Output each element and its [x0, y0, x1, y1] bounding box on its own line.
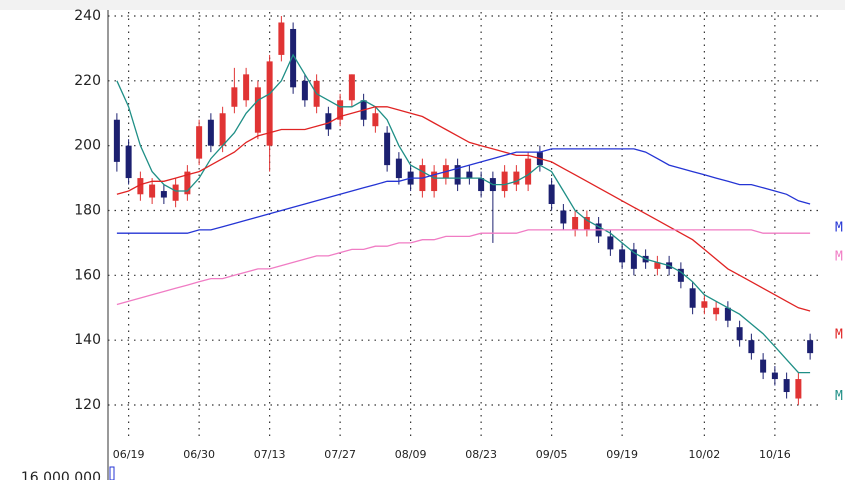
candle-body	[254, 87, 261, 133]
candle-body	[266, 61, 273, 146]
candle-body	[384, 132, 391, 166]
candle-body	[619, 249, 626, 263]
x-tick-label: 08/23	[465, 448, 497, 461]
candle-body	[172, 184, 179, 201]
x-tick-label: 07/13	[254, 448, 286, 461]
y-tick-label: 220	[74, 73, 101, 89]
legend-label: M	[835, 389, 843, 404]
x-tick-label: 07/27	[324, 448, 356, 461]
candle-body	[677, 268, 684, 282]
candle-body	[760, 359, 767, 373]
volume-tick	[109, 466, 115, 480]
top-strip	[0, 0, 845, 10]
candle-body	[278, 22, 285, 55]
volume-tick-label: 16,000,000	[21, 470, 101, 480]
legend-label: M	[835, 250, 843, 265]
candle-body	[607, 236, 614, 250]
candle-body	[301, 80, 308, 101]
candle-body	[724, 307, 731, 321]
candle-body	[736, 327, 743, 341]
candle-body	[290, 28, 297, 88]
candle-body	[207, 119, 214, 146]
candle-body	[243, 74, 250, 101]
x-tick-label: 09/19	[606, 448, 638, 461]
candle-body	[478, 178, 485, 192]
candle-body	[454, 165, 461, 185]
candle-body	[219, 113, 226, 146]
candle-body	[137, 178, 144, 195]
x-tick-label: 06/19	[113, 448, 145, 461]
candle-body	[583, 216, 590, 230]
x-tick-label: 08/09	[395, 448, 427, 461]
candle-body	[395, 158, 402, 179]
y-tick-label: 120	[74, 397, 101, 413]
x-tick-label: 10/02	[689, 448, 721, 461]
candle-body	[713, 307, 720, 315]
candle-body	[184, 171, 191, 195]
moving-average-line	[116, 106, 811, 312]
candle-body	[701, 301, 708, 308]
candle-body	[748, 340, 755, 354]
candle-body	[196, 126, 203, 159]
candle-body	[689, 288, 696, 308]
candle-body	[560, 210, 567, 224]
candle-body	[771, 372, 778, 380]
y-tick-label: 180	[74, 203, 101, 219]
candle-body	[325, 113, 332, 130]
moving-average-line	[116, 53, 811, 374]
candle-body	[466, 171, 473, 179]
candle-body	[630, 249, 637, 269]
candle-body	[572, 216, 579, 230]
legend-label: M	[835, 327, 843, 342]
y-tick-label: 160	[74, 267, 101, 283]
candle-body	[231, 87, 238, 107]
moving-average-line	[116, 229, 811, 306]
candle-body	[654, 262, 661, 269]
x-tick-label: 09/05	[536, 448, 568, 461]
candle-body	[513, 171, 520, 185]
x-tick-label: 10/16	[759, 448, 791, 461]
candle-body	[149, 184, 156, 198]
legend-label: M	[835, 221, 843, 236]
candle-body	[113, 119, 120, 162]
candle-body	[160, 191, 167, 198]
candle-body	[525, 158, 532, 185]
x-tick-label: 06/30	[183, 448, 215, 461]
candle-body	[125, 145, 132, 179]
candle-body	[337, 100, 344, 120]
candle-body	[501, 171, 508, 192]
candle-body	[795, 379, 802, 399]
candle-body	[807, 340, 814, 354]
candle-body	[372, 113, 379, 127]
candle-body	[548, 184, 555, 205]
y-tick-label: 140	[74, 332, 101, 348]
moving-average-line	[116, 148, 811, 234]
candle-body	[348, 74, 355, 101]
candle-body	[783, 379, 790, 393]
y-tick-label: 240	[74, 8, 101, 24]
candle-body	[431, 171, 438, 192]
y-tick-label: 200	[74, 138, 101, 154]
